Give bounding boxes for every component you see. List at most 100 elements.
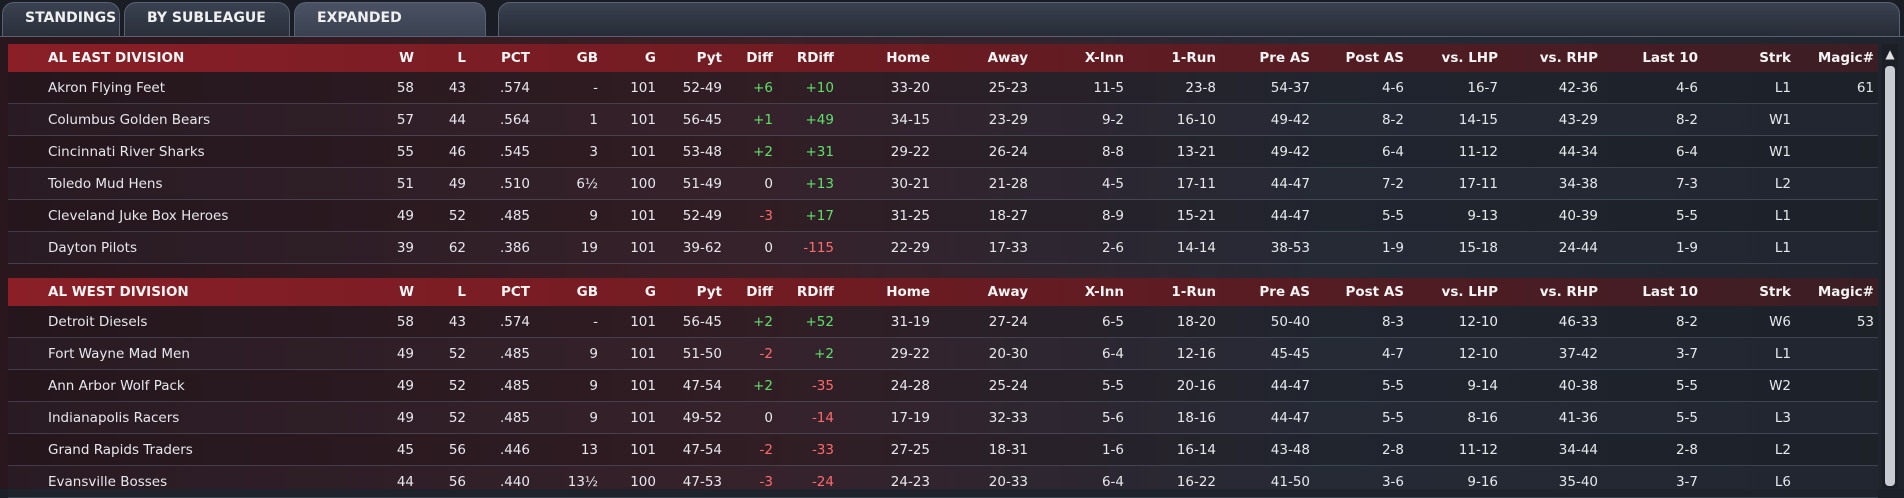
- team-name[interactable]: Toledo Mud Hens: [48, 175, 163, 192]
- table-row[interactable]: Toledo Mud Hens 51 49 .510 6½ 100 51-49 0 +13 30-…: [8, 168, 1878, 200]
- column-header[interactable]: X-Inn: [1084, 284, 1124, 300]
- team-name[interactable]: Dayton Pilots: [48, 239, 137, 256]
- team-name[interactable]: Ann Arbor Wolf Pack: [48, 377, 185, 394]
- stat-cell: +2: [753, 143, 773, 160]
- column-header[interactable]: RDiff: [796, 284, 834, 300]
- team-name[interactable]: Detroit Diesels: [48, 313, 148, 330]
- column-header[interactable]: GB: [576, 284, 598, 300]
- table-row[interactable]: Evansville Bosses 44 56 .440 13½ 100 47-53 -3 -2…: [8, 466, 1878, 498]
- scrollbar[interactable]: ▲: [1882, 44, 1898, 488]
- stat-cell: 34-38: [1558, 175, 1598, 192]
- stat-cell: 47-53: [682, 473, 722, 490]
- column-header[interactable]: Pyt: [696, 284, 722, 300]
- stat-cell: +13: [805, 175, 835, 192]
- chevron-up-icon[interactable]: ▲: [1885, 47, 1895, 61]
- column-header[interactable]: vs. LHP: [1441, 50, 1498, 66]
- team-name[interactable]: Cincinnati River Sharks: [48, 143, 205, 160]
- stat-cell: 18-27: [988, 207, 1028, 224]
- table-row[interactable]: Indianapolis Racers 49 52 .485 9 101 49-52 0 -14…: [8, 402, 1878, 434]
- stat-cell: 58: [396, 313, 414, 330]
- tab-expanded-standings[interactable]: EXPANDED STANDINGS: [294, 2, 486, 56]
- stat-cell: 1-9: [1381, 239, 1404, 256]
- team-name[interactable]: Fort Wayne Mad Men: [48, 345, 190, 362]
- team-name[interactable]: Evansville Bosses: [48, 473, 168, 490]
- stat-cell: -33: [811, 441, 834, 458]
- table-row[interactable]: Grand Rapids Traders 45 56 .446 13 101 47-54 -2…: [8, 434, 1878, 466]
- stat-cell: -35: [811, 377, 834, 394]
- column-header[interactable]: W: [399, 50, 414, 66]
- team-name[interactable]: Cleveland Juke Box Heroes: [48, 207, 229, 224]
- column-header[interactable]: Diff: [746, 50, 773, 66]
- stat-cell: 12-10: [1458, 313, 1498, 330]
- column-header[interactable]: Last 10: [1642, 50, 1698, 66]
- stat-cell: 4-6: [1381, 79, 1404, 96]
- table-row[interactable]: Fort Wayne Mad Men 49 52 .485 9 101 51-50 -2 +2 2…: [8, 338, 1878, 370]
- stat-cell: 24-28: [890, 377, 930, 394]
- stat-cell: 52: [448, 345, 466, 362]
- column-header[interactable]: Strk: [1759, 284, 1791, 300]
- column-header[interactable]: Post AS: [1345, 284, 1404, 300]
- column-header[interactable]: G: [644, 284, 656, 300]
- team-name[interactable]: Indianapolis Racers: [48, 409, 180, 426]
- column-header[interactable]: Home: [886, 284, 930, 300]
- stat-cell: 30-21: [890, 175, 930, 192]
- stat-cell: 8-9: [1101, 207, 1124, 224]
- stat-cell: 5-5: [1381, 377, 1404, 394]
- table-row[interactable]: Cincinnati River Sharks 55 46 .545 3 101 53-48…: [8, 136, 1878, 168]
- column-header[interactable]: L: [457, 50, 466, 66]
- stat-cell: 11-12: [1458, 143, 1498, 160]
- stat-cell: 52-49: [682, 207, 722, 224]
- column-header[interactable]: 1-Run: [1171, 284, 1216, 300]
- column-header[interactable]: W: [399, 284, 414, 300]
- column-header[interactable]: Home: [886, 50, 930, 66]
- column-header[interactable]: PCT: [500, 50, 530, 66]
- column-header[interactable]: PCT: [500, 284, 530, 300]
- table-row[interactable]: Akron Flying Feet 58 43 .574 - 101 52-49 +6 +10 3…: [8, 72, 1878, 104]
- standings-panel: [0, 36, 1904, 489]
- stat-cell: 38-53: [1270, 239, 1310, 256]
- column-header[interactable]: Strk: [1759, 50, 1791, 66]
- stat-cell: 55: [396, 143, 414, 160]
- column-header[interactable]: G: [644, 50, 656, 66]
- column-header[interactable]: Last 10: [1642, 284, 1698, 300]
- column-header[interactable]: Pre AS: [1259, 50, 1310, 66]
- tab-by-subleague[interactable]: BY SUBLEAGUE: [124, 2, 290, 36]
- stat-cell: W1: [1769, 111, 1791, 128]
- stat-cell: 54-37: [1270, 79, 1310, 96]
- table-row[interactable]: Ann Arbor Wolf Pack 49 52 .485 9 101 47-54 +2 -3…: [8, 370, 1878, 402]
- column-header[interactable]: 1-Run: [1171, 50, 1216, 66]
- column-header[interactable]: RDiff: [796, 50, 834, 66]
- column-header[interactable]: X-Inn: [1084, 50, 1124, 66]
- column-header[interactable]: vs. RHP: [1539, 50, 1598, 66]
- column-header[interactable]: Post AS: [1345, 50, 1404, 66]
- stat-cell: 51: [396, 175, 414, 192]
- table-row[interactable]: Detroit Diesels 58 43 .574 - 101 56-45 +2 +52 31-…: [8, 306, 1878, 338]
- stat-cell: 56: [448, 441, 466, 458]
- stat-cell: 9-13: [1467, 207, 1498, 224]
- column-header[interactable]: Pyt: [696, 50, 722, 66]
- stat-cell: +2: [814, 345, 834, 362]
- table-row[interactable]: Cleveland Juke Box Heroes 49 52 .485 9 101 52-…: [8, 200, 1878, 232]
- team-name[interactable]: Akron Flying Feet: [48, 79, 166, 96]
- team-name[interactable]: Columbus Golden Bears: [48, 111, 211, 128]
- scroll-thumb[interactable]: [1885, 66, 1895, 486]
- table-row[interactable]: Columbus Golden Bears 57 44 .564 1 101 56-45 +1…: [8, 104, 1878, 136]
- team-name[interactable]: Grand Rapids Traders: [48, 441, 193, 458]
- stat-cell: 49: [396, 207, 414, 224]
- column-header[interactable]: Diff: [746, 284, 773, 300]
- column-header[interactable]: Pre AS: [1259, 284, 1310, 300]
- stat-cell: .446: [499, 441, 530, 458]
- stat-cell: 101: [630, 111, 656, 128]
- column-header[interactable]: Away: [987, 284, 1028, 300]
- column-header[interactable]: Away: [987, 50, 1028, 66]
- column-header[interactable]: Magic#: [1817, 284, 1874, 300]
- stat-cell: 21-28: [988, 175, 1028, 192]
- column-header[interactable]: L: [457, 284, 466, 300]
- tab-standings[interactable]: STANDINGS: [2, 2, 120, 36]
- column-header[interactable]: vs. LHP: [1441, 284, 1498, 300]
- column-header[interactable]: Magic#: [1817, 50, 1874, 66]
- table-row[interactable]: Dayton Pilots 39 62 .386 19 101 39-62 0 -115 22-2…: [8, 232, 1878, 264]
- stat-cell: 32-33: [988, 409, 1028, 426]
- column-header[interactable]: vs. RHP: [1539, 284, 1598, 300]
- column-header[interactable]: GB: [576, 50, 598, 66]
